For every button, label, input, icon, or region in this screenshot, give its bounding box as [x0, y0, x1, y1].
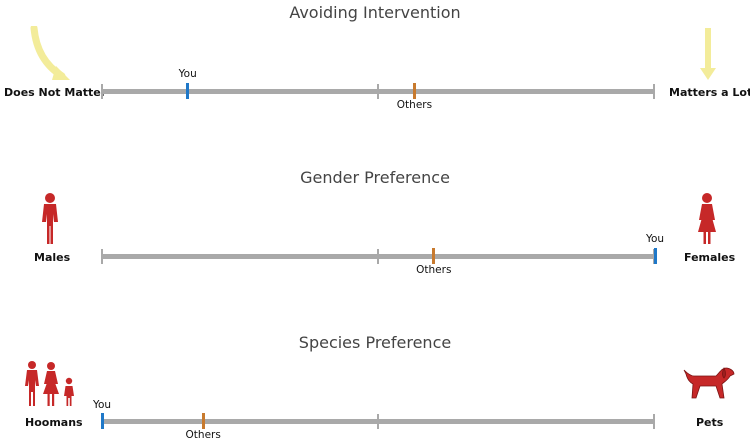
you-label: You [178, 68, 197, 80]
scale-tick-end [653, 84, 655, 99]
others-label: Others [416, 264, 452, 276]
you-marker [653, 248, 657, 264]
section-title: Avoiding Intervention [289, 3, 461, 22]
female-figure-icon [698, 193, 716, 244]
others-label: Others [396, 99, 433, 111]
scale-tick-mid [377, 414, 379, 429]
family-figures-icon [25, 361, 74, 406]
right-label: Females [684, 251, 736, 264]
scale-tick-start [101, 84, 103, 99]
left-label: Hoomans [25, 416, 83, 429]
down-arrow-icon [700, 28, 716, 80]
you-label: You [92, 399, 112, 411]
others-marker [201, 413, 205, 429]
section-title: Gender Preference [300, 168, 450, 187]
curved-arrow-icon [30, 26, 70, 80]
right-label: Pets [696, 416, 724, 429]
section-title: Species Preference [298, 333, 452, 352]
left-label: Males [34, 251, 71, 264]
scale-tick-mid [377, 84, 379, 99]
scale-tick-start [101, 249, 103, 264]
others-marker [432, 248, 436, 264]
male-figure-icon [42, 193, 58, 244]
others-marker [412, 83, 416, 99]
left-label: Does Not Matter [4, 86, 107, 99]
you-marker [100, 413, 104, 429]
others-label: Others [185, 429, 221, 441]
right-label: Matters a Lot [669, 86, 750, 99]
you-marker [186, 83, 190, 99]
you-label: You [645, 233, 665, 245]
scale-tick-mid [377, 249, 379, 264]
scale-tick-end [653, 414, 655, 429]
dog-icon [683, 367, 735, 399]
